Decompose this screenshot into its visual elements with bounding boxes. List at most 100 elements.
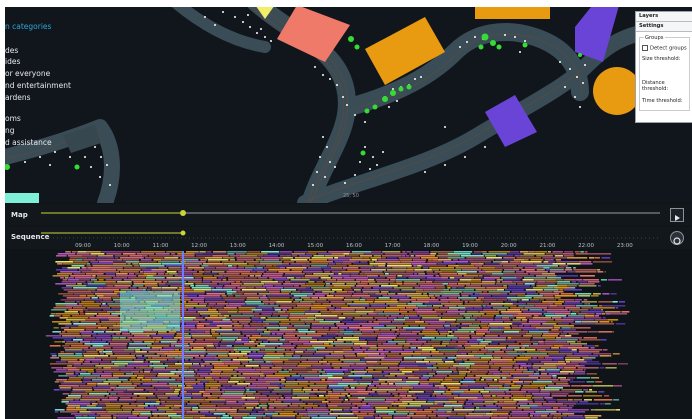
activity-segment — [256, 271, 265, 273]
time-threshold-label: Time threshold: — [642, 97, 683, 104]
building-violet-right[interactable] — [575, 7, 620, 62]
activity-segment — [76, 301, 80, 303]
activity-segment — [559, 289, 563, 291]
activity-segment — [368, 313, 377, 315]
activity-segment — [580, 311, 605, 313]
activity-segment — [355, 291, 362, 293]
category-item[interactable]: or everyone — [5, 69, 51, 79]
building-gray[interactable] — [63, 125, 101, 153]
activity-segment — [278, 385, 285, 387]
activity-segment — [102, 339, 111, 341]
map-time-slider[interactable] — [5, 204, 692, 226]
building-orange-top[interactable] — [475, 7, 550, 19]
activity-segment — [175, 309, 187, 311]
activity-segment — [483, 277, 500, 279]
building-cyan[interactable] — [5, 193, 39, 203]
activity-segment — [552, 377, 557, 379]
detect-groups-checkbox[interactable] — [642, 45, 648, 51]
building-orange-center[interactable] — [365, 17, 445, 85]
activity-segment — [213, 275, 224, 277]
activity-segment — [598, 301, 613, 303]
activity-segment — [185, 323, 198, 325]
building-yellow[interactable] — [253, 7, 277, 19]
activity-segment — [74, 415, 82, 417]
activity-segment — [194, 369, 198, 371]
activity-segment — [347, 269, 371, 271]
category-item[interactable]: des — [5, 45, 19, 55]
activity-segment — [207, 305, 215, 307]
activity-segment — [208, 309, 217, 311]
activity-segment — [343, 387, 350, 389]
activity-segment — [156, 401, 161, 403]
tab-settings[interactable]: Settings — [636, 22, 692, 32]
activity-segment — [182, 397, 192, 399]
activity-segment — [574, 365, 581, 367]
activity-segment — [178, 287, 185, 289]
activity-segment — [126, 389, 144, 391]
activity-segment — [209, 285, 223, 287]
activity-segment — [204, 317, 227, 319]
map-canvas[interactable]: 25, 50 — [5, 7, 692, 203]
time-axis[interactable]: 09:00 10:00 11:00 12:00 13:00 14:00 15:00 16:00… — [5, 227, 692, 249]
activity-segment — [351, 251, 372, 253]
play-button[interactable] — [670, 208, 684, 222]
activity-segment — [354, 349, 367, 351]
activity-segment — [508, 417, 530, 419]
map-slider-handle[interactable] — [180, 210, 186, 216]
activity-segment — [330, 401, 342, 403]
activity-segment — [542, 323, 557, 325]
activity-segment — [372, 389, 397, 391]
activity-segment — [156, 339, 178, 341]
activity-segment — [146, 275, 154, 277]
activity-segment — [75, 337, 96, 339]
activity-segment — [413, 387, 439, 389]
settings-button[interactable] — [670, 231, 684, 245]
activity-segment — [56, 313, 79, 315]
activity-segment — [374, 261, 379, 263]
activity-segment — [79, 311, 84, 313]
activity-segment — [344, 357, 364, 359]
activity-segment — [243, 293, 258, 295]
category-item[interactable]: d assistance — [5, 137, 52, 147]
sequence-canvas[interactable] — [5, 251, 692, 419]
building-violet[interactable] — [485, 95, 537, 147]
building-salmon[interactable] — [277, 7, 350, 62]
building-orange-round[interactable] — [593, 67, 641, 115]
activity-segment — [359, 329, 380, 331]
activity-segment — [306, 349, 318, 351]
category-item[interactable]: ardens — [5, 92, 31, 102]
activity-segment — [467, 399, 473, 401]
activity-segment — [156, 279, 180, 281]
activity-segment — [112, 283, 132, 285]
category-item[interactable]: oms — [5, 114, 21, 124]
activity-segment — [90, 253, 105, 255]
sequence-view[interactable] — [5, 251, 692, 419]
category-item[interactable]: ides — [5, 57, 21, 67]
activity-segment — [205, 385, 221, 387]
activity-segment — [463, 275, 478, 277]
category-item[interactable]: nd entertainment — [5, 80, 71, 90]
activity-segment — [302, 389, 312, 391]
activity-segment — [90, 411, 107, 413]
activity-segment — [380, 353, 385, 355]
activity-segment — [437, 415, 450, 417]
activity-segment — [269, 299, 294, 301]
sequence-slider-handle[interactable] — [180, 230, 186, 236]
activity-segment — [543, 261, 549, 263]
tab-layers[interactable]: Layers — [636, 12, 692, 22]
activity-segment — [54, 409, 65, 411]
park-map[interactable]: 25, 50 n categories des ides or everyone… — [5, 7, 692, 203]
activity-segment — [338, 335, 352, 337]
activity-segment — [397, 317, 404, 319]
activity-segment — [241, 331, 263, 333]
activity-segment — [177, 341, 183, 343]
activity-segment — [236, 339, 242, 341]
activity-segment — [241, 305, 259, 307]
activity-segment — [114, 285, 131, 287]
category-item[interactable]: ng — [5, 125, 15, 135]
activity-segment — [431, 395, 435, 397]
activity-segment — [276, 399, 300, 401]
activity-segment — [98, 313, 110, 315]
activity-segment — [276, 351, 295, 353]
activity-segment — [82, 363, 99, 365]
